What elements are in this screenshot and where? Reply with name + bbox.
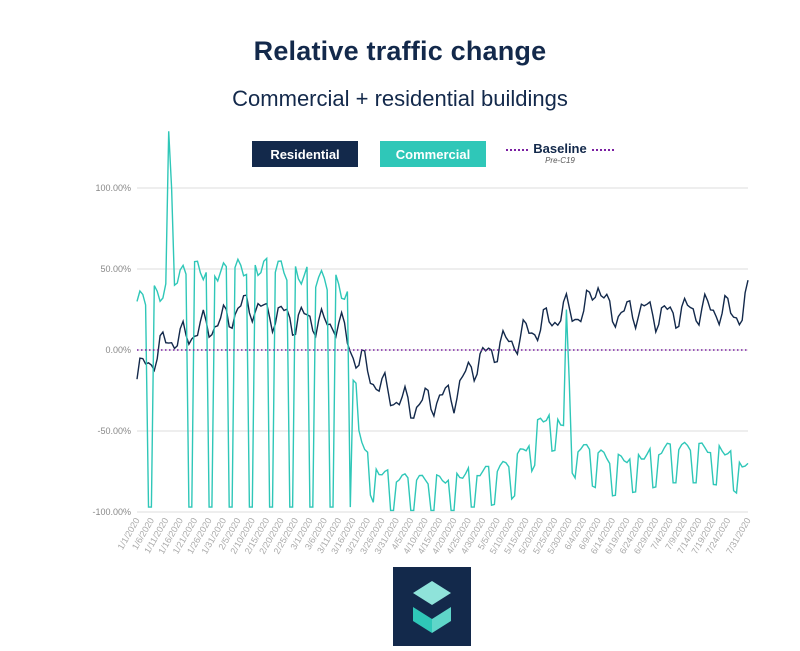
y-tick-label: 100.00% xyxy=(95,183,131,193)
legend-commercial: Commercial xyxy=(380,141,486,167)
y-tick-label: -100.00% xyxy=(92,507,131,517)
y-tick-label: 50.00% xyxy=(100,264,131,274)
chart-title: Relative traffic change xyxy=(253,36,547,66)
legend-baseline: Baseline Pre-C19 xyxy=(506,141,614,171)
series-line-commercial xyxy=(136,131,749,512)
legend-baseline-sublabel: Pre-C19 xyxy=(545,156,575,165)
logo-right-facet-icon xyxy=(432,607,451,633)
logo-left-facet-icon xyxy=(413,607,432,633)
y-tick-label: 0.00% xyxy=(105,345,131,355)
logo-top-facet-icon xyxy=(413,581,451,605)
baseline-dots-left xyxy=(506,149,528,151)
y-tick-label: -50.00% xyxy=(97,426,131,436)
series-line-residential xyxy=(136,280,749,419)
company-logo xyxy=(393,567,471,646)
legend-residential: Residential xyxy=(252,141,358,167)
baseline-dots-right xyxy=(592,149,614,151)
legend-baseline-label: Baseline xyxy=(533,141,587,156)
chart-subtitle: Commercial + residential buildings xyxy=(232,86,568,111)
